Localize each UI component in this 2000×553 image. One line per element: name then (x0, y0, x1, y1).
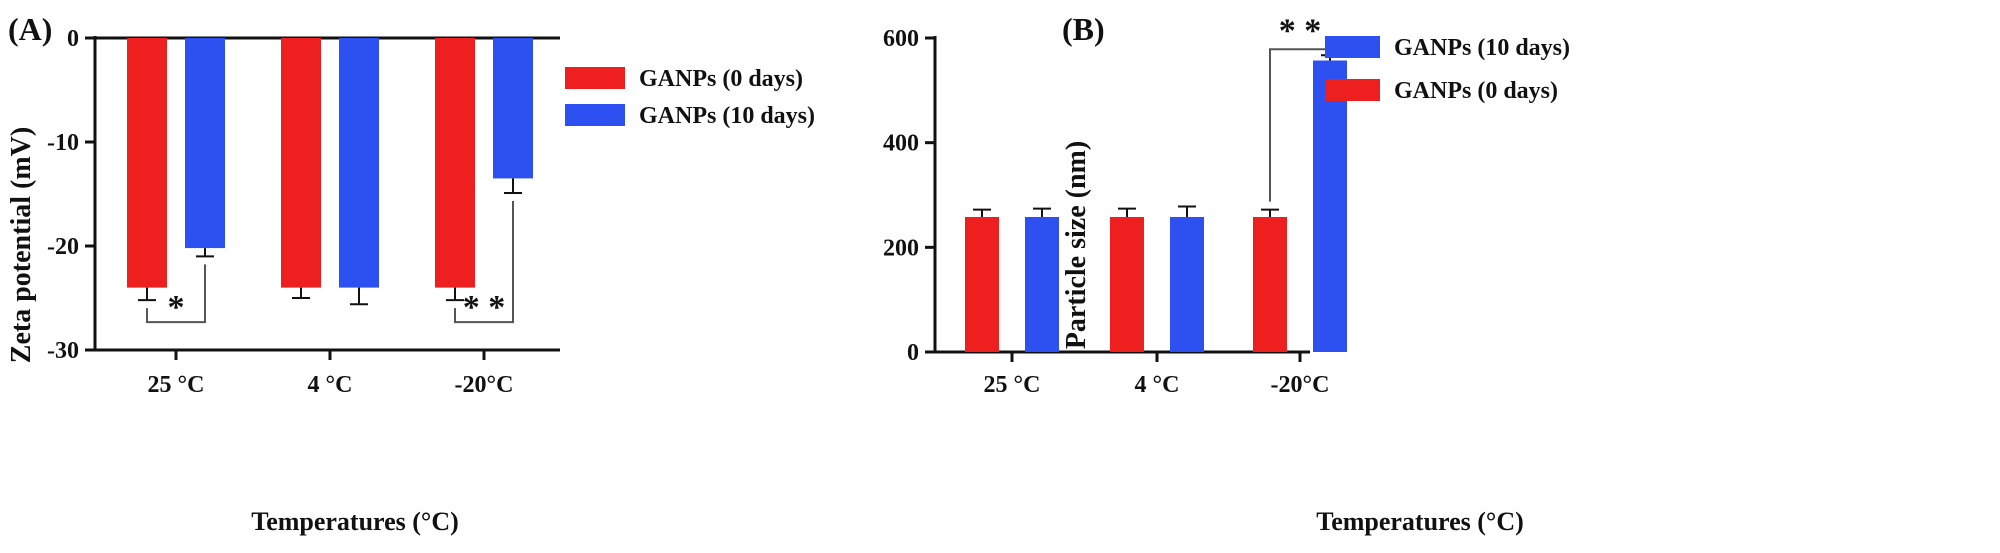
panel-a-y-tick-label: -10 (47, 130, 79, 156)
panel-b-bar-blue (1170, 216, 1204, 352)
panel-b-bar-blue (1313, 60, 1347, 353)
panel-a-bar-blue (493, 38, 533, 179)
panel-a-significance-label: * * (463, 289, 506, 326)
panel-a: (A) Zeta potential (mV) Temperatures (°C… (6, 11, 815, 536)
panel-b-y-tick-label: 0 (907, 340, 919, 366)
panel-a-significance-bracket (454, 200, 514, 324)
panel-a-bar-red (281, 38, 321, 288)
panel-b-y-tick-label: 600 (883, 26, 919, 52)
panel-a-y-axis-label: Zeta potential (mV) (6, 127, 37, 363)
panel-b-significance-bracket (1269, 48, 1330, 202)
panel-a-bar-blue (339, 38, 379, 288)
panel-b-marks: 0 200 400 600 25 °C 4 °C -20°C * * (883, 12, 1347, 398)
panel-b-legend-label: GANPs (10 days) (1394, 35, 1570, 61)
panel-b-legend-label: GANPs (0 days) (1394, 78, 1558, 104)
panel-b-bar-blue (1025, 216, 1059, 352)
panel-b-legend-swatch (1325, 79, 1380, 101)
panel-b-label: (B) (1062, 11, 1105, 47)
panel-a-x-tick-label: -20°C (455, 372, 514, 398)
panel-b-y-axis-label: Particle size (nm) (1061, 141, 1092, 349)
panel-b-bar-red (1253, 216, 1287, 352)
panel-a-y-tick-label: 0 (67, 26, 79, 52)
panel-b-legend: GANPs (10 days) GANPs (0 days) (1325, 35, 1570, 104)
panel-a-y-tick-label: -30 (47, 338, 79, 364)
panel-b-y-tick-label: 400 (883, 131, 919, 157)
panel-b-x-tick-label: 4 °C (1135, 372, 1180, 398)
panel-a-x-tick-label: 4 °C (308, 372, 353, 398)
panel-a-marks: 0 -10 -20 -30 25 °C 4 °C -20°C * * * (47, 26, 560, 398)
panel-b: (B) Particle size (nm) Temperatures (°C)… (883, 11, 1570, 536)
panel-a-x-axis-label: Temperatures (°C) (251, 507, 459, 536)
panel-a-label: (A) (8, 11, 52, 47)
panel-a-x-tick-label: 25 °C (148, 372, 205, 398)
panel-b-x-axis-label: Temperatures (°C) (1316, 507, 1524, 536)
panel-a-bar-red (435, 38, 475, 288)
panel-b-x-tick-label: -20°C (1271, 372, 1330, 398)
panel-a-y-tick-label: -20 (47, 234, 79, 260)
panel-b-legend-swatch (1325, 36, 1380, 58)
panel-b-bar-red (965, 216, 999, 352)
panel-a-legend: GANPs (0 days) GANPs (10 days) (565, 66, 815, 129)
panel-a-bar-red (127, 38, 167, 288)
panel-a-legend-label: GANPs (0 days) (639, 66, 803, 92)
panel-a-legend-label: GANPs (10 days) (639, 103, 815, 129)
panel-b-bar-red (1110, 216, 1144, 352)
panel-b-y-tick-label: 200 (883, 235, 919, 261)
panel-a-bar-blue (185, 38, 225, 249)
panel-a-legend-swatch (565, 67, 625, 89)
panel-b-x-tick-label: 25 °C (984, 372, 1041, 398)
panel-b-significance-label: * * (1279, 12, 1322, 49)
panel-a-significance-bracket (146, 264, 206, 324)
panel-a-legend-swatch (565, 104, 625, 126)
panel-a-significance-label: * (168, 289, 185, 326)
